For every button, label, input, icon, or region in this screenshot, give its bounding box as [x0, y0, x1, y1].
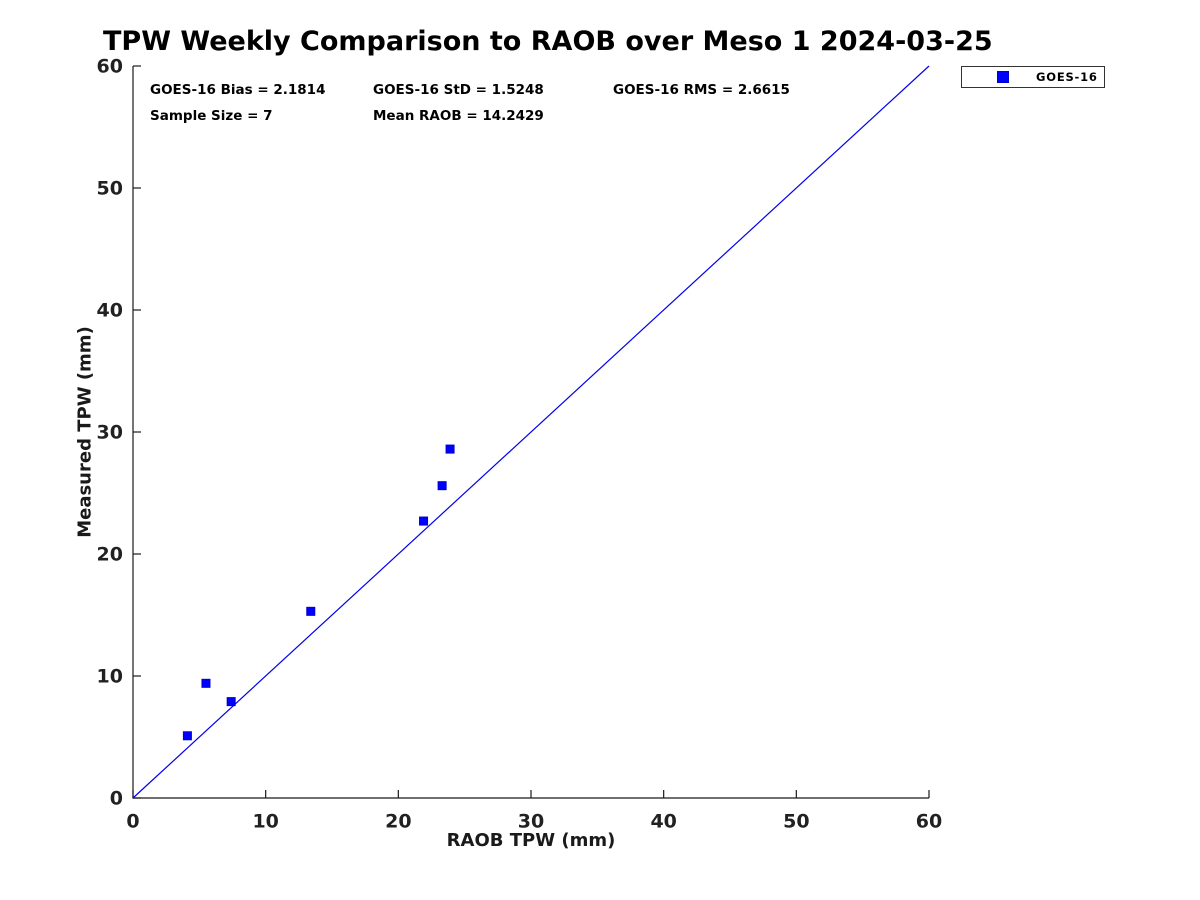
legend-label: GOES-16 — [1036, 70, 1098, 84]
chart-title: TPW Weekly Comparison to RAOB over Meso … — [103, 26, 993, 57]
x-tick-label: 60 — [916, 811, 942, 833]
legend-marker-square-icon — [997, 71, 1009, 83]
x-tick-label: 0 — [126, 811, 139, 833]
y-tick-label: 40 — [97, 300, 123, 322]
data-point — [226, 697, 236, 707]
identity-line — [132, 65, 930, 799]
stat-mean-raob: Mean RAOB = 14.2429 — [373, 108, 544, 124]
x-tick-label: 40 — [650, 811, 676, 833]
y-tick-label: 0 — [110, 788, 123, 810]
data-point — [419, 516, 429, 526]
x-tick-label: 10 — [252, 811, 278, 833]
y-tick-label: 60 — [97, 56, 123, 78]
data-point — [437, 481, 447, 491]
data-point — [445, 444, 455, 454]
x-tick-label: 20 — [385, 811, 411, 833]
data-point — [201, 678, 211, 688]
y-axis-label: Measured TPW (mm) — [74, 326, 96, 538]
x-tick-label: 30 — [518, 811, 544, 833]
y-tick-label: 10 — [97, 666, 123, 688]
x-axis-label: RAOB TPW (mm) — [446, 830, 616, 851]
data-point — [182, 731, 192, 741]
legend-box: GOES-16 — [961, 66, 1105, 88]
x-tick-label: 50 — [783, 811, 809, 833]
stat-bias: GOES-16 Bias = 2.1814 — [150, 82, 326, 98]
stat-rms: GOES-16 RMS = 2.6615 — [613, 82, 790, 98]
stat-std: GOES-16 StD = 1.5248 — [373, 82, 544, 98]
y-tick-label: 50 — [97, 178, 123, 200]
data-point — [306, 606, 316, 616]
stat-sample-size: Sample Size = 7 — [150, 108, 273, 124]
y-tick-label: 20 — [97, 544, 123, 566]
y-tick-label: 30 — [97, 422, 123, 444]
